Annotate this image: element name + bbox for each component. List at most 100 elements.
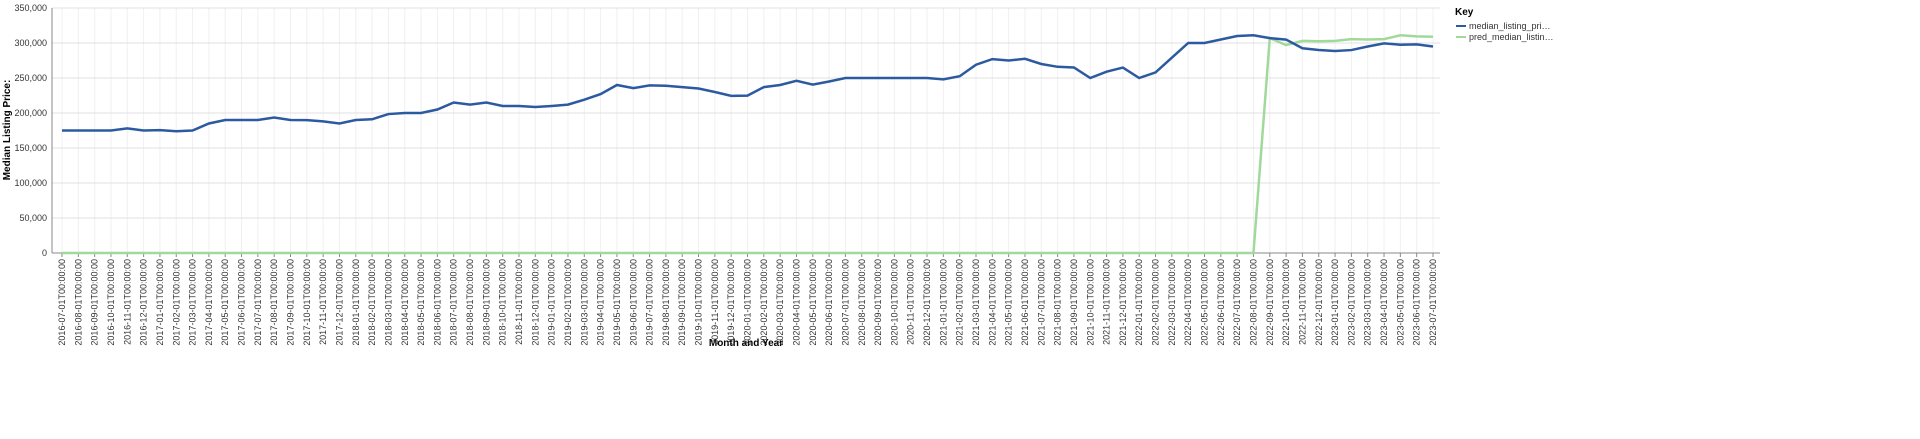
x-tick-label: 2021-07-01T00:00:00 [1036,259,1046,346]
x-tick-label: 2017-05-01T00:00:00 [220,259,230,346]
x-tick-label: 2018-06-01T00:00:00 [432,259,442,346]
x-tick-label: 2022-07-01T00:00:00 [1232,259,1242,346]
x-tick-label: 2016-12-01T00:00:00 [139,259,149,346]
x-tick-label: 2022-04-01T00:00:00 [1183,259,1193,346]
x-tick-label: 2018-01-01T00:00:00 [351,259,361,346]
x-tick-label: 2017-01-01T00:00:00 [155,259,165,346]
x-tick-label: 2022-09-01T00:00:00 [1265,259,1275,346]
x-tick-label: 2021-02-01T00:00:00 [955,259,965,346]
line [62,34,1434,255]
x-tick-label: 2022-01-01T00:00:00 [1134,259,1144,346]
x-tick-label: 2018-10-01T00:00:00 [498,259,508,346]
x-tick-label: 2019-11-01T00:00:00 [710,259,720,345]
x-tick-label: 2017-12-01T00:00:00 [334,259,344,346]
x-tick-label: 2020-12-01T00:00:00 [922,259,932,346]
x-tick-label: 2017-08-01T00:00:00 [269,259,279,346]
x-tick-label: 2021-11-01T00:00:00 [1102,259,1112,345]
x-tick-label: 2019-08-01T00:00:00 [661,259,671,346]
line [62,34,1434,133]
x-tick-label: 2020-08-01T00:00:00 [857,259,867,346]
x-tick-label: 2018-02-01T00:00:00 [367,259,377,346]
x-tick-label: 2023-02-01T00:00:00 [1346,259,1356,346]
x-tick-label: 2022-11-01T00:00:00 [1297,259,1307,345]
y-tick-label: 350,000 [14,3,47,13]
x-tick-label: 2020-11-01T00:00:00 [906,259,916,345]
x-tick-label: 2019-06-01T00:00:00 [628,259,638,346]
x-tick-label: 2023-06-01T00:00:00 [1412,259,1422,346]
x-tick-label: 2018-11-01T00:00:00 [514,259,524,345]
x-tick-label: 2018-08-01T00:00:00 [465,259,475,346]
legend-title: Key [1455,7,1474,18]
x-tick-label: 2017-02-01T00:00:00 [171,259,181,346]
x-axis-title: Month and Year [709,338,783,349]
x-tick-label: 2016-10-01T00:00:00 [106,259,116,346]
x-tick-label: 2019-02-01T00:00:00 [563,259,573,346]
x-tick-label: 2022-06-01T00:00:00 [1216,259,1226,346]
x-tick-label: 2020-03-01T00:00:00 [775,259,785,346]
x-tick-label: 2022-08-01T00:00:00 [1248,259,1258,346]
x-tick-label: 2018-12-01T00:00:00 [530,259,540,346]
x-tick-label: 2019-01-01T00:00:00 [547,259,557,346]
x-tick-label: 2017-04-01T00:00:00 [204,259,214,346]
x-tick-label: 2019-07-01T00:00:00 [645,259,655,346]
x-tick-label: 2022-12-01T00:00:00 [1314,259,1324,346]
x-tick-label: 2020-10-01T00:00:00 [889,259,899,346]
x-tick-label: 2023-01-01T00:00:00 [1330,259,1340,346]
x-tick-label: 2018-07-01T00:00:00 [449,259,459,346]
x-tick-label: 2020-01-01T00:00:00 [743,259,753,346]
y-tick-label: 150,000 [14,143,47,153]
x-tick-label: 2023-07-01T00:00:00 [1428,259,1438,346]
x-tick-label: 2020-02-01T00:00:00 [759,259,769,346]
legend-label: median_listing_pri… [1469,21,1551,31]
x-tick-label: 2021-03-01T00:00:00 [971,259,981,346]
x-tick-label: 2017-03-01T00:00:00 [188,259,198,346]
y-tick-label: 0 [42,248,47,258]
x-tick-label: 2016-08-01T00:00:00 [73,259,83,346]
x-tick-label: 2017-11-01T00:00:00 [318,259,328,345]
x-tick-label: 2021-01-01T00:00:00 [938,259,948,346]
x-tick-label: 2019-10-01T00:00:00 [694,259,704,346]
y-axis-title: Median Listing Price: [2,80,13,181]
x-tick-label: 2017-07-01T00:00:00 [253,259,263,346]
x-tick-label: 2021-05-01T00:00:00 [1004,259,1014,346]
x-tick-label: 2017-06-01T00:00:00 [237,259,247,346]
x-tick-label: 2020-04-01T00:00:00 [791,259,801,346]
x-tick-label: 2021-12-01T00:00:00 [1118,259,1128,346]
x-tick-label: 2019-09-01T00:00:00 [677,259,687,346]
x-tick-label: 2023-04-01T00:00:00 [1379,259,1389,346]
y-tick-label: 100,000 [14,178,47,188]
x-tick-label: 2022-10-01T00:00:00 [1281,259,1291,346]
x-tick-label: 2018-05-01T00:00:00 [416,259,426,346]
x-tick-label: 2020-06-01T00:00:00 [824,259,834,346]
y-tick-label: 50,000 [19,213,47,223]
x-tick-label: 2017-10-01T00:00:00 [302,259,312,346]
legend-label: pred_median_listin… [1469,32,1554,42]
x-tick-label: 2023-05-01T00:00:00 [1395,259,1405,346]
x-tick-label: 2019-12-01T00:00:00 [726,259,736,346]
x-tick-label: 2020-09-01T00:00:00 [873,259,883,346]
x-tick-label: 2021-08-01T00:00:00 [1053,259,1063,346]
x-tick-label: 2019-04-01T00:00:00 [596,259,606,346]
x-tick-label: 2022-05-01T00:00:00 [1200,259,1210,346]
x-tick-label: 2022-02-01T00:00:00 [1151,259,1161,346]
x-tick-label: 2016-09-01T00:00:00 [90,259,100,346]
x-tick-label: 2016-11-01T00:00:00 [122,259,132,345]
y-tick-label: 300,000 [14,38,47,48]
x-tick-label: 2016-07-01T00:00:00 [57,259,67,346]
y-tick-label: 200,000 [14,108,47,118]
x-tick-label: 2018-03-01T00:00:00 [383,259,393,346]
x-tick-label: 2021-09-01T00:00:00 [1069,259,1079,346]
x-tick-label: 2021-06-01T00:00:00 [1020,259,1030,346]
x-tick-label: 2018-04-01T00:00:00 [400,259,410,346]
x-tick-label: 2020-07-01T00:00:00 [840,259,850,346]
x-tick-label: 2019-05-01T00:00:00 [612,259,622,346]
y-tick-label: 250,000 [14,73,47,83]
x-tick-label: 2020-05-01T00:00:00 [808,259,818,346]
x-tick-label: 2021-10-01T00:00:00 [1085,259,1095,346]
x-tick-label: 2022-03-01T00:00:00 [1167,259,1177,346]
x-tick-label: 2021-04-01T00:00:00 [987,259,997,346]
x-tick-label: 2017-09-01T00:00:00 [286,259,296,346]
x-tick-label: 2023-03-01T00:00:00 [1363,259,1373,346]
x-tick-label: 2019-03-01T00:00:00 [579,259,589,346]
